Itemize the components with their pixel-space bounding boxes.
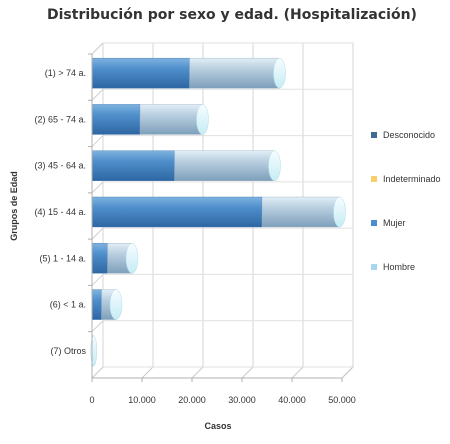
legend-label-mujer[interactable]: Mujer (383, 218, 406, 228)
bar-segment-mujer[interactable] (91, 196, 263, 228)
y-tick-label: (4) 15 - 44 a. (34, 207, 86, 217)
x-axis-title: Casos (204, 421, 231, 431)
y-tick-label: (7) Otros (50, 346, 86, 356)
x-tick-label: 50.000 (328, 395, 356, 405)
y-grid-depth (91, 274, 104, 286)
y-tick-label: (1) > 74 a. (45, 68, 86, 78)
y-grid-depth (91, 320, 104, 333)
y-tick-label: (3) 45 - 64 a. (34, 161, 86, 171)
y-grid-depth (91, 366, 104, 379)
bar-segment-mujer[interactable] (91, 104, 141, 135)
legend-label-desconocido[interactable]: Desconocido (383, 130, 435, 140)
x-grid-depth (141, 366, 154, 379)
legend: Desconocido Indeterminado Mujer Hombre (371, 130, 441, 272)
bar-segment-mujer[interactable] (91, 289, 102, 320)
legend-label-hombre[interactable]: Hombre (383, 262, 415, 272)
x-grid-depth (291, 366, 304, 379)
y-grid-depth (91, 42, 104, 55)
bars (90, 57, 346, 367)
bar-end-cap (196, 104, 209, 135)
y-axis-title: Grupos de Edad (9, 171, 19, 241)
y-grid-depth (91, 88, 104, 101)
legend-swatch-desconocido (371, 132, 377, 138)
legend-label-indeterminado[interactable]: Indeterminado (383, 174, 441, 184)
bar-end-cap (273, 57, 286, 89)
bar-segment-hombre[interactable] (261, 196, 340, 228)
bar-end-cap (268, 150, 281, 181)
x-grid-depth (341, 366, 354, 379)
axes: 0 10.000 20.000 30.000 40.000 50.000 (1) > 74 … (34, 53, 356, 405)
x-tick-label: 0 (89, 395, 94, 405)
y-grid-depth (91, 135, 104, 147)
bar-segment-mujer[interactable] (91, 57, 190, 89)
chart-title: Distribución por sexo y edad. (Hospitali… (47, 7, 417, 23)
y-tick-label: (5) 1 - 14 a. (39, 253, 86, 263)
legend-swatch-mujer (371, 220, 377, 226)
bar-segment-hombre[interactable] (174, 150, 275, 181)
legend-swatch-indeterminado (371, 176, 377, 182)
bar-end-cap (125, 243, 139, 274)
y-grid-depth (91, 227, 104, 240)
x-grid-depth (191, 366, 204, 379)
x-tick-label: 30.000 (228, 395, 256, 405)
y-grid-depth (91, 181, 104, 194)
x-tick-label: 40.000 (278, 395, 306, 405)
x-tick-label: 10.000 (128, 395, 156, 405)
bar-segment-hombre[interactable] (189, 57, 280, 89)
x-tick-label: 20.000 (178, 395, 206, 405)
y-tick-label: (6) < 1 a. (50, 300, 86, 310)
legend-swatch-hombre (371, 264, 377, 270)
bar-segment-mujer[interactable] (91, 243, 108, 274)
bar-end-cap (109, 289, 123, 320)
y-tick-label: (2) 65 - 74 a. (34, 114, 86, 124)
bar-end-cap (333, 196, 346, 228)
bar-segment-hombre[interactable] (139, 104, 203, 135)
bar-segment-mujer[interactable] (91, 150, 175, 181)
x-grid-depth (241, 366, 254, 379)
